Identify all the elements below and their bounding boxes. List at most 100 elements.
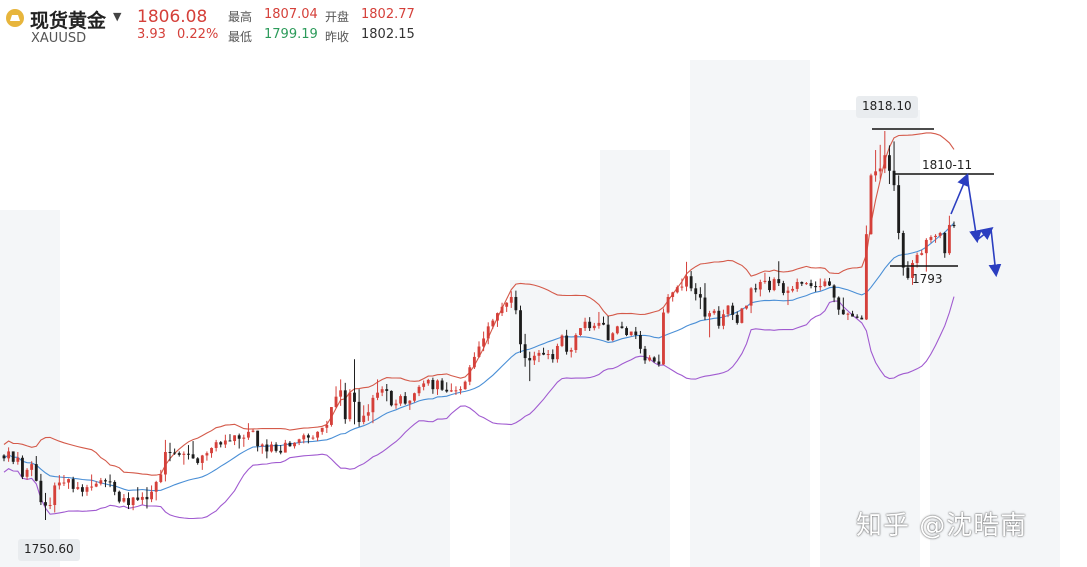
candle bbox=[348, 389, 352, 422]
candle bbox=[219, 441, 223, 448]
candle-body bbox=[80, 487, 84, 492]
candle-body bbox=[648, 357, 652, 361]
candle bbox=[832, 284, 836, 303]
candle bbox=[491, 318, 495, 329]
candle bbox=[523, 333, 527, 367]
candle-body bbox=[855, 316, 859, 318]
candle-body bbox=[726, 305, 730, 315]
candle-body bbox=[265, 444, 269, 452]
zhihu-watermark: 知乎 @沈晧南 bbox=[856, 511, 1028, 541]
candle-body bbox=[39, 480, 43, 503]
candle bbox=[274, 442, 278, 453]
candle bbox=[325, 420, 329, 433]
candle bbox=[366, 404, 370, 421]
candle-body bbox=[48, 505, 52, 507]
candle-body bbox=[256, 430, 260, 447]
candle bbox=[468, 364, 472, 386]
candle-body bbox=[62, 482, 66, 484]
candle bbox=[685, 261, 688, 292]
candle bbox=[228, 434, 232, 442]
projection-arrow bbox=[950, 173, 970, 215]
candle-body bbox=[16, 457, 20, 462]
candle bbox=[182, 451, 186, 465]
candle-body bbox=[523, 344, 527, 359]
candle-body bbox=[44, 502, 47, 506]
candle bbox=[191, 441, 195, 459]
candle bbox=[237, 433, 241, 449]
candle-body bbox=[629, 331, 633, 336]
candle-body bbox=[657, 361, 661, 365]
candle-body bbox=[666, 296, 670, 313]
candle-body bbox=[219, 442, 223, 445]
candle bbox=[675, 285, 679, 294]
candle-body bbox=[246, 431, 250, 438]
candle bbox=[560, 334, 564, 348]
candle-body bbox=[551, 354, 555, 360]
candle-body bbox=[191, 454, 195, 459]
candle-body bbox=[758, 281, 762, 290]
candle bbox=[708, 310, 712, 338]
building-shape bbox=[600, 150, 670, 567]
candle-body bbox=[514, 296, 518, 311]
candle bbox=[94, 481, 98, 488]
candle-body bbox=[196, 458, 200, 463]
candle-body bbox=[745, 305, 748, 309]
candle bbox=[426, 378, 430, 386]
candle bbox=[353, 359, 356, 425]
candle-body bbox=[210, 447, 213, 454]
candle-body bbox=[569, 349, 573, 352]
candle bbox=[320, 427, 324, 435]
candle-body bbox=[154, 481, 158, 492]
bollinger-bands bbox=[3, 132, 955, 520]
candle bbox=[163, 439, 167, 482]
candle-body bbox=[851, 313, 854, 317]
candle-body bbox=[408, 400, 412, 404]
candle-body bbox=[242, 437, 246, 439]
candle bbox=[159, 469, 163, 484]
candle-body bbox=[187, 453, 190, 455]
candle bbox=[145, 487, 149, 509]
candle bbox=[459, 386, 462, 395]
candle-body bbox=[237, 435, 241, 439]
candle bbox=[509, 291, 513, 308]
candle bbox=[403, 392, 407, 405]
candle bbox=[749, 287, 753, 314]
candle-body bbox=[233, 435, 237, 442]
candle-body bbox=[772, 279, 776, 291]
support-label: 1793 bbox=[912, 272, 943, 286]
candle-body bbox=[436, 380, 439, 390]
annotations: 1818.10 1810-11 1793 1750.60 bbox=[18, 96, 1002, 561]
candle bbox=[25, 468, 29, 480]
candle-body bbox=[76, 487, 80, 489]
candle bbox=[860, 315, 864, 320]
candle bbox=[463, 380, 467, 390]
candle-body bbox=[592, 325, 596, 329]
candle bbox=[851, 310, 854, 317]
candle bbox=[422, 380, 426, 391]
instrument-title[interactable]: 现货黄金 bbox=[30, 10, 107, 32]
candle-body bbox=[532, 355, 536, 361]
candle-body bbox=[394, 403, 398, 406]
candle-body bbox=[952, 224, 956, 227]
candle bbox=[399, 394, 403, 406]
candle bbox=[818, 278, 822, 291]
candle-body bbox=[159, 474, 163, 482]
candle-body bbox=[320, 427, 324, 432]
candle bbox=[892, 141, 896, 191]
candle-body bbox=[583, 321, 587, 329]
candle-body bbox=[85, 487, 89, 492]
candle-body bbox=[449, 390, 453, 392]
candle bbox=[869, 173, 873, 235]
candle bbox=[454, 386, 458, 395]
candle-body bbox=[823, 281, 827, 287]
candle bbox=[837, 296, 841, 315]
gold-bar-icon bbox=[6, 9, 24, 27]
candle bbox=[712, 309, 716, 315]
dropdown-caret-icon[interactable]: ▼ bbox=[113, 10, 122, 23]
candle bbox=[947, 215, 951, 255]
candle-body bbox=[602, 322, 605, 325]
candle bbox=[53, 482, 57, 513]
candle-body bbox=[140, 496, 144, 500]
candle bbox=[39, 473, 43, 506]
candle-body bbox=[809, 283, 813, 287]
